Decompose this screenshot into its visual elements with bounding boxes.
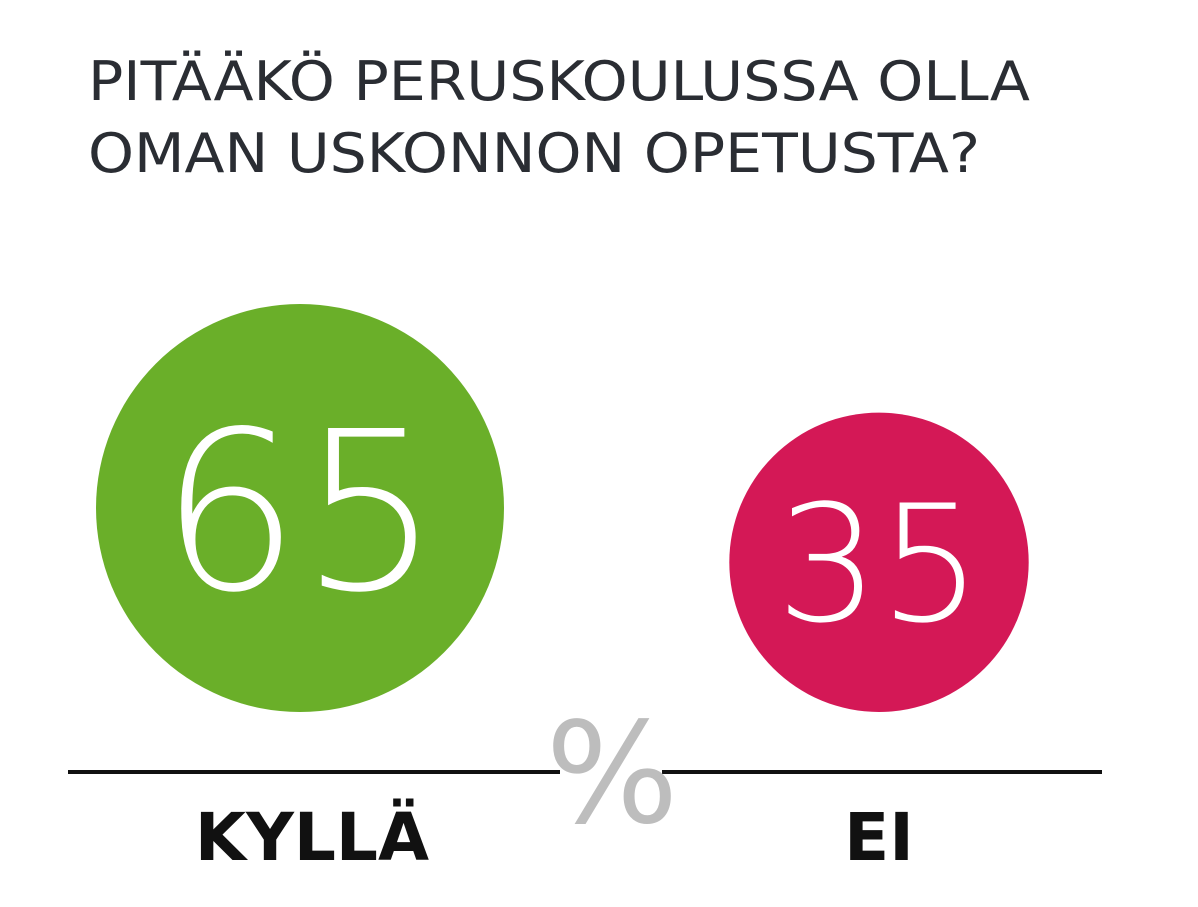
unit-label: %	[545, 693, 678, 856]
value-circle	[729, 412, 1029, 712]
value-circle	[96, 304, 504, 712]
value-label: 65	[160, 384, 440, 641]
chart-title: OMAN USKONNON OPETUSTA?	[88, 122, 980, 185]
chart-title: PITÄÄKÖ PERUSKOULUSSA OLLA	[88, 50, 1030, 113]
category-label: KYLLÄ	[195, 798, 429, 876]
value-label: 35	[776, 471, 982, 659]
category-label: EI	[844, 799, 914, 876]
